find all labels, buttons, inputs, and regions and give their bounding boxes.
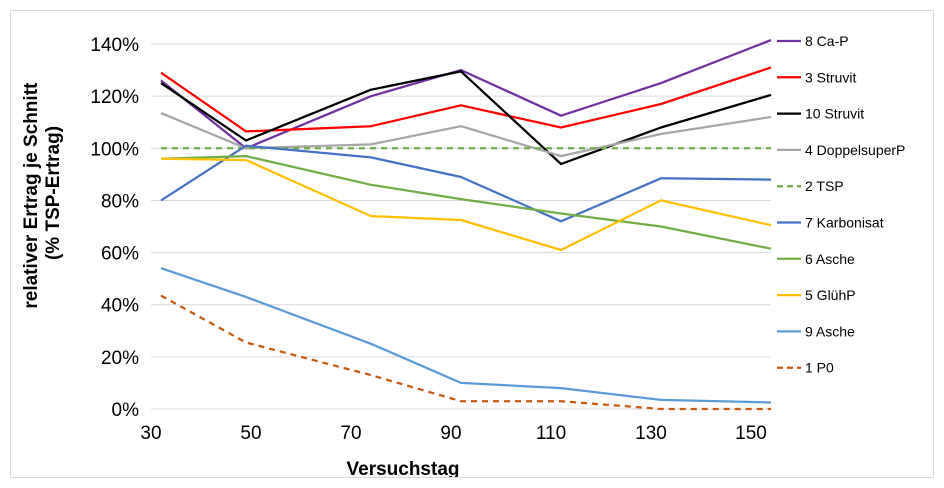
series-line bbox=[160, 144, 772, 223]
y-tick-label: 60% bbox=[101, 244, 139, 265]
y-tick-label: 20% bbox=[101, 348, 139, 369]
y-axis-title: relativer Ertrag je Schnitt (% TSP-Ertra… bbox=[21, 77, 64, 308]
x-tick-label: 50 bbox=[240, 423, 261, 444]
x-tick-label: 70 bbox=[340, 423, 361, 444]
series-line bbox=[160, 154, 772, 250]
line-chart: 0% 20% 40% 60% 80% 100% 120% 140% 30 50 70 90 110 130… bbox=[21, 33, 905, 480]
x-tick-label: 30 bbox=[140, 423, 161, 444]
legend-label: 5 GlühP bbox=[805, 287, 856, 303]
chart-frame: 0% 20% 40% 60% 80% 100% 120% 140% 30 50 70 90 110 130… bbox=[10, 10, 934, 480]
x-tick-label: 150 bbox=[735, 423, 767, 444]
axes: 0% 20% 40% 60% 80% 100% 120% 140% 30 50 70 90 110 130… bbox=[90, 35, 766, 444]
y-tick-label: 40% bbox=[101, 296, 139, 317]
y-tick-label: 80% bbox=[101, 191, 139, 212]
x-tick-label: 130 bbox=[635, 423, 667, 444]
series-lines bbox=[160, 39, 772, 411]
series-line bbox=[160, 157, 772, 252]
series-line bbox=[160, 294, 771, 411]
legend-label: 10 Struvit bbox=[805, 106, 864, 122]
legend-label: 8 Ca-P bbox=[805, 33, 849, 49]
legend-label: 3 Struvit bbox=[805, 69, 856, 85]
y-axis-title-line2: (% TSP-Ertrag) bbox=[43, 126, 64, 260]
x-axis-title: Versuchstag bbox=[347, 459, 460, 477]
y-tick-label: 100% bbox=[90, 139, 139, 160]
legend-label: 4 DoppelsuperP bbox=[805, 142, 905, 158]
legend-label: 7 Karbonisat bbox=[805, 215, 884, 231]
x-tick-label: 110 bbox=[536, 423, 566, 444]
y-tick-label: 0% bbox=[112, 400, 140, 421]
legend-label: 9 Asche bbox=[805, 323, 855, 339]
x-tick-label: 90 bbox=[440, 423, 461, 444]
legend-label: 2 TSP bbox=[805, 178, 844, 194]
y-tick-label: 120% bbox=[90, 87, 139, 108]
y-tick-label: 140% bbox=[90, 35, 139, 56]
series-line bbox=[160, 267, 772, 404]
series-line bbox=[160, 70, 772, 166]
legend-label: 6 Asche bbox=[805, 251, 855, 267]
y-axis-title-line1: relativer Ertrag je Schnitt bbox=[21, 82, 42, 309]
series-line bbox=[160, 112, 772, 158]
series-line bbox=[160, 66, 772, 133]
legend-label: 1 P0 bbox=[805, 360, 834, 376]
legend: 8 Ca-P 3 Struvit 10 Struvit 4 DoppelsuperP 2… bbox=[777, 33, 905, 376]
